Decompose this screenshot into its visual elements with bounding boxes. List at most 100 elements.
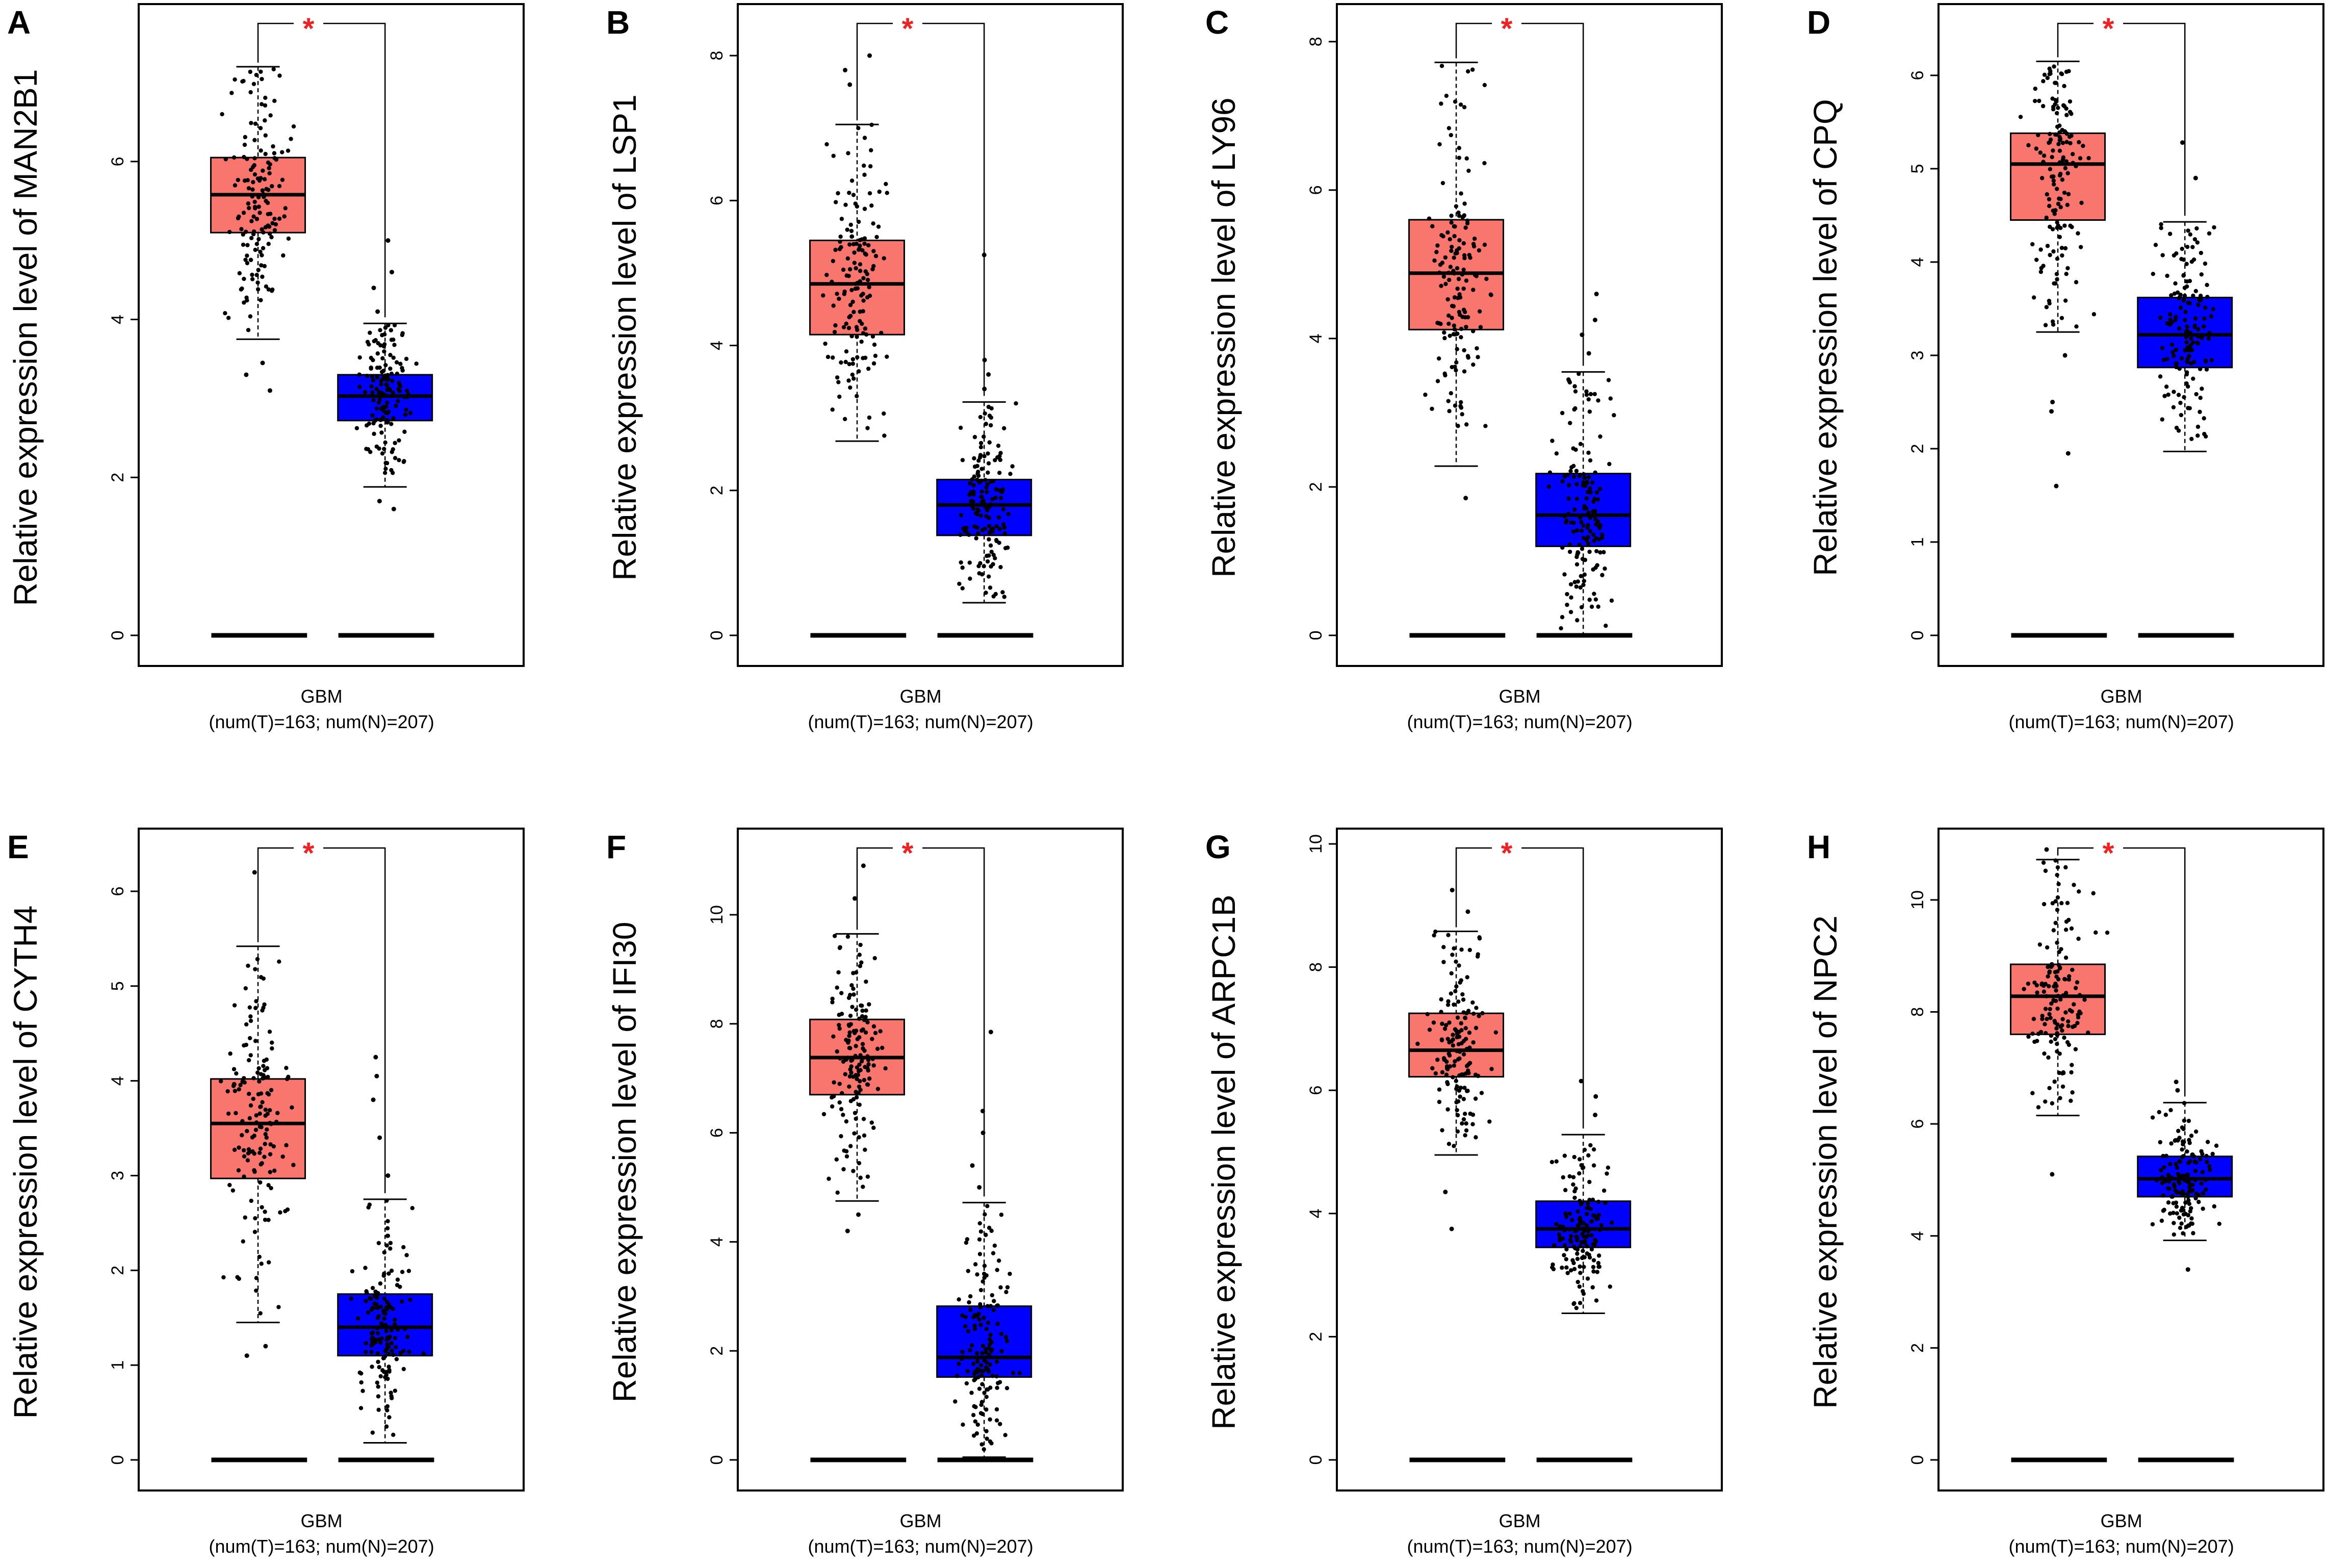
- data-point: [1596, 604, 1600, 609]
- data-point: [2060, 157, 2065, 162]
- data-point: [957, 1297, 961, 1302]
- data-point: [854, 241, 859, 246]
- data-point: [984, 422, 989, 426]
- data-point: [1591, 567, 1595, 572]
- data-point: [977, 1221, 982, 1226]
- data-point: [1567, 380, 1572, 385]
- data-point: [256, 195, 261, 199]
- data-point: [1571, 521, 1576, 525]
- data-point: [831, 259, 836, 264]
- data-point: [867, 1076, 872, 1081]
- data-point: [868, 164, 873, 169]
- data-point: [1604, 623, 1608, 628]
- data-point: [984, 1407, 989, 1412]
- data-point: [989, 1441, 994, 1446]
- data-point: [862, 172, 867, 177]
- data-point: [259, 1162, 263, 1167]
- data-point: [2159, 1168, 2163, 1172]
- data-point: [858, 1068, 863, 1072]
- data-point: [2075, 980, 2080, 985]
- data-point: [1455, 1015, 1460, 1020]
- data-point: [2070, 1090, 2075, 1095]
- data-point: [855, 204, 860, 209]
- data-point: [370, 1286, 375, 1291]
- data-point: [257, 1111, 262, 1116]
- outlier-point: [2180, 140, 2185, 145]
- data-point: [265, 1112, 270, 1116]
- data-point: [2158, 1140, 2162, 1145]
- data-point: [1473, 1096, 1478, 1101]
- data-point: [856, 219, 861, 224]
- data-point: [249, 121, 253, 125]
- data-point: [846, 378, 851, 383]
- data-point: [2203, 261, 2208, 266]
- data-point: [1591, 1163, 1596, 1168]
- data-point: [2166, 1172, 2171, 1177]
- data-point: [1578, 1264, 1582, 1269]
- data-point: [378, 328, 382, 332]
- data-point: [1008, 472, 1013, 476]
- data-point: [1591, 1265, 1596, 1269]
- data-point: [1448, 265, 1453, 269]
- data-point: [1446, 999, 1451, 1004]
- data-point: [981, 1447, 986, 1452]
- data-point: [260, 76, 264, 82]
- data-point: [1587, 1179, 1592, 1185]
- data-point: [986, 1320, 991, 1325]
- data-point: [871, 1024, 876, 1029]
- data-point: [2194, 392, 2199, 397]
- data-point: [232, 183, 238, 188]
- data-point: [1465, 218, 1470, 223]
- data-point: [371, 378, 376, 383]
- data-point: [391, 416, 396, 421]
- outlier-point: [375, 309, 380, 314]
- data-point: [1557, 1232, 1562, 1237]
- data-point: [2049, 1001, 2054, 1006]
- data-point: [1562, 514, 1567, 519]
- data-point: [1444, 93, 1449, 98]
- data-point: [1430, 224, 1435, 228]
- data-point: [2161, 1193, 2166, 1198]
- data-point: [1585, 1276, 1590, 1281]
- data-point: [977, 1386, 982, 1391]
- data-point: [277, 216, 282, 221]
- data-point: [264, 199, 268, 203]
- data-point: [973, 1405, 978, 1409]
- outlier-point: [2175, 1088, 2180, 1093]
- data-point: [370, 1430, 375, 1435]
- data-point: [858, 1175, 863, 1180]
- data-point: [830, 1000, 835, 1005]
- data-point: [2051, 107, 2056, 112]
- data-point: [2055, 225, 2059, 230]
- data-point: [378, 1281, 383, 1286]
- data-point: [383, 363, 388, 368]
- data-point: [1577, 543, 1582, 547]
- data-point: [1606, 378, 1611, 382]
- data-point: [980, 1351, 985, 1355]
- data-point: [376, 1241, 381, 1245]
- data-point: [2037, 98, 2041, 104]
- data-point: [1572, 1267, 1577, 1271]
- data-point: [2040, 104, 2046, 109]
- data-point: [862, 241, 867, 246]
- data-point: [971, 506, 976, 511]
- data-point: [2046, 974, 2050, 979]
- data-point: [2043, 1007, 2048, 1011]
- data-point: [1002, 531, 1007, 536]
- data-point: [1439, 101, 1443, 106]
- data-point: [260, 274, 265, 279]
- data-point: [835, 1190, 840, 1195]
- data-point: [1562, 1243, 1567, 1247]
- data-point: [1588, 516, 1592, 520]
- group-t: [809, 53, 907, 638]
- data-point: [2051, 178, 2056, 183]
- data-point: [838, 945, 842, 949]
- data-point: [978, 1322, 983, 1327]
- data-point: [242, 276, 246, 281]
- data-point: [2181, 1142, 2185, 1147]
- data-point: [1006, 512, 1011, 517]
- data-point: [980, 1382, 985, 1386]
- data-point: [1566, 496, 1571, 501]
- data-point: [968, 1294, 973, 1299]
